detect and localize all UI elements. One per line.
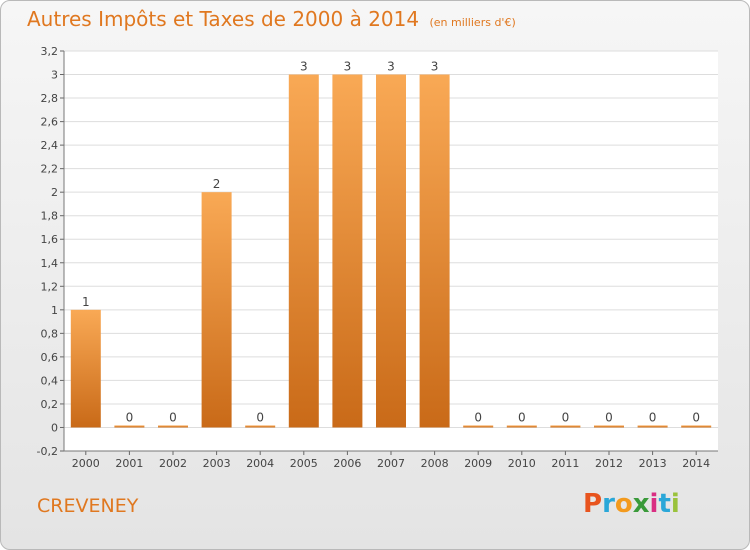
x-tick-label: 2014 (682, 457, 710, 470)
x-tick-label: 2002 (159, 457, 187, 470)
x-axis: 2000 2001 2002 2003 2004 2005 2006 2007 2008 2009… (64, 450, 718, 470)
data-label: 0 (126, 410, 134, 424)
x-tick-label: 2005 (290, 457, 318, 470)
x-tick-label: 2012 (595, 457, 623, 470)
bar (637, 425, 668, 428)
bar (245, 425, 276, 428)
x-tick-label: 2006 (333, 457, 361, 470)
bar (114, 425, 145, 428)
x-tick-label: 2008 (421, 457, 449, 470)
chart-title: Autres Impôts et Taxes de 2000 à 2014 (e… (27, 7, 516, 31)
bar (332, 74, 363, 428)
y-axis: -0,2 0 0,2 0,4 0,6 0,8 1 1,2 1,4 1,6 1,8 2 2,2 2,4 2,6… (37, 45, 65, 458)
y-tick-label: 1,8 (41, 210, 59, 223)
bar (419, 74, 450, 428)
data-label: 2 (213, 177, 221, 191)
bar (681, 425, 712, 428)
data-label: 0 (692, 410, 700, 424)
data-label: 3 (300, 60, 308, 74)
x-tick-label: 2011 (551, 457, 579, 470)
y-tick-label: 1 (51, 304, 58, 317)
chart-subtitle: (en milliers d'€) (429, 16, 516, 29)
x-tick-label: 2000 (72, 457, 100, 470)
bar (201, 192, 232, 428)
bar (550, 425, 581, 428)
logo-letter: i (670, 489, 680, 519)
x-tick-label: 2010 (508, 457, 536, 470)
data-label: 3 (344, 60, 352, 74)
y-tick-label: 2,8 (41, 92, 59, 105)
logo-letter: i (649, 489, 659, 519)
logo-letter: x (632, 489, 650, 519)
y-tick-label: -0,2 (37, 445, 58, 458)
bar (158, 425, 188, 428)
bar (594, 425, 624, 428)
bar (288, 74, 319, 428)
logo-letter: P (583, 489, 603, 519)
chart-title-text: Autres Impôts et Taxes de 2000 à 2014 (27, 7, 420, 31)
data-label: 0 (518, 410, 526, 424)
x-tick-label: 2004 (246, 457, 274, 470)
y-tick-label: 0,2 (41, 398, 59, 411)
proxiti-logo: Proxiti (583, 489, 680, 519)
y-tick-label: 1,4 (41, 257, 59, 270)
bar (70, 309, 101, 428)
data-label: 0 (256, 410, 264, 424)
y-tick-label: 2 (51, 186, 58, 199)
y-tick-label: 2,2 (41, 163, 59, 176)
bars: 1 0 0 2 0 3 3 3 3 0 0 0 0 0 0 (70, 60, 712, 428)
logo-letter: t (658, 489, 671, 519)
logo-letter: r (602, 489, 615, 519)
data-label: 3 (431, 60, 439, 74)
y-tick-label: 2,6 (41, 116, 59, 129)
x-tick-label: 2001 (115, 457, 143, 470)
y-tick-label: 0,8 (41, 327, 59, 340)
x-tick-label: 2013 (639, 457, 667, 470)
x-tick-label: 2009 (464, 457, 492, 470)
data-label: 3 (387, 60, 395, 74)
y-tick-label: 0 (51, 421, 58, 434)
bar (506, 425, 537, 428)
logo-letter: o (614, 489, 633, 519)
y-tick-label: 2,4 (41, 139, 59, 152)
data-label: 0 (605, 410, 613, 424)
y-tick-label: 1,2 (41, 280, 59, 293)
data-label: 1 (82, 295, 90, 309)
bar (463, 425, 494, 428)
y-tick-label: 0,4 (41, 374, 59, 387)
place-name: CREVENEY (37, 495, 139, 517)
data-label: 0 (474, 410, 482, 424)
y-tick-label: 3 (51, 69, 58, 82)
y-tick-label: 3,2 (41, 45, 59, 58)
y-tick-label: 0,6 (41, 351, 59, 364)
y-tick-label: 1,6 (41, 233, 59, 246)
data-label: 0 (169, 410, 177, 424)
x-tick-label: 2003 (203, 457, 231, 470)
data-label: 0 (649, 410, 657, 424)
bar (376, 74, 406, 428)
x-tick-label: 2007 (377, 457, 405, 470)
data-label: 0 (562, 410, 570, 424)
